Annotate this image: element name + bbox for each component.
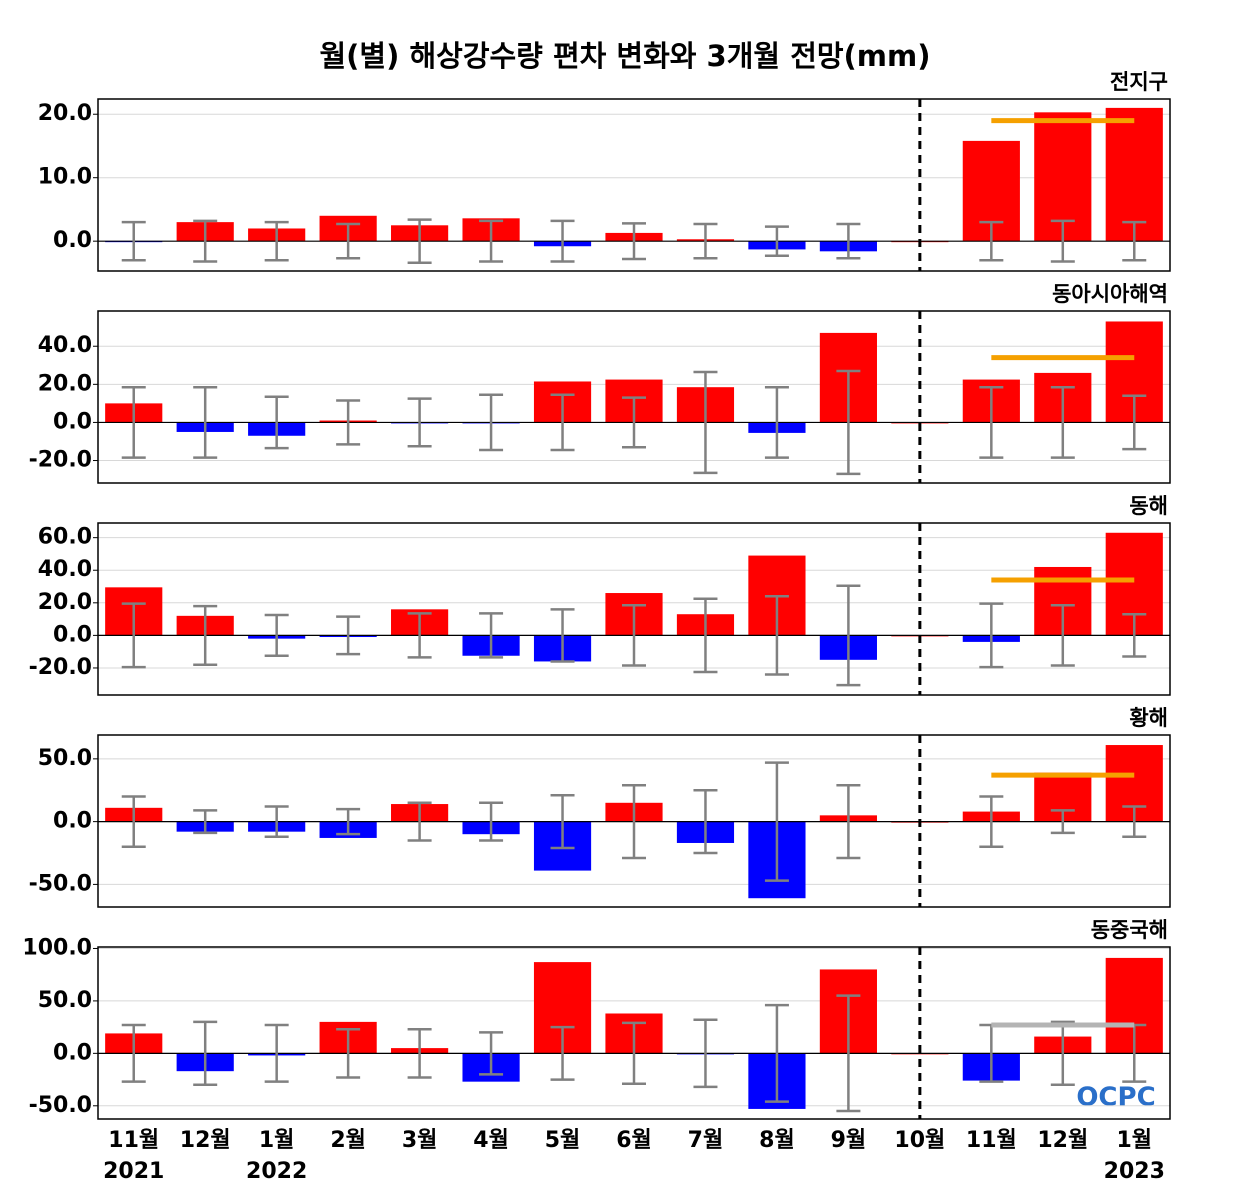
y-tick-label: 50.0 (38, 746, 92, 771)
panel-subtitle: 동중국해 (1091, 918, 1168, 942)
y-tick-label: -20.0 (29, 448, 92, 473)
x-tick-label: 8월 (759, 1128, 795, 1153)
plot-frame (97, 310, 1171, 484)
y-tick-label: 40.0 (38, 557, 92, 582)
y-tick-label: 20.0 (38, 371, 92, 396)
y-tick-label: 10.0 (38, 165, 92, 190)
plot-frame (97, 98, 1171, 272)
y-tick-label: 0.0 (53, 228, 92, 253)
y-tick-label: 20.0 (38, 101, 92, 126)
panel-subtitle: 전지구 (1110, 70, 1168, 94)
y-tick-label: -50.0 (29, 871, 92, 896)
y-tick-label: 60.0 (38, 525, 92, 550)
x-tick-label: 12월 (180, 1128, 231, 1153)
plot-frame (97, 946, 1171, 1120)
x-tick-label: 4월 (473, 1128, 509, 1153)
x-tick-label: 9월 (831, 1128, 867, 1153)
y-tick-label: 0.0 (53, 409, 92, 434)
y-tick-label: 0.0 (53, 1040, 92, 1065)
x-tick-label: 1월 (259, 1128, 295, 1153)
x-tick-label: 1월 (1116, 1128, 1152, 1153)
y-tick-label: 0.0 (53, 622, 92, 647)
y-tick-label: -50.0 (29, 1093, 92, 1118)
y-tick-label: -20.0 (29, 655, 92, 680)
y-tick-label: 40.0 (38, 333, 92, 358)
y-tick-label: 100.0 (22, 935, 92, 960)
x-tick-label: 2월 (330, 1128, 366, 1153)
plot-frame (97, 734, 1171, 908)
x-tick-label: 10월 (894, 1128, 945, 1153)
year-label: 2021 (103, 1159, 164, 1184)
panel-subtitle: 동해 (1129, 494, 1168, 518)
y-tick-label: 50.0 (38, 988, 92, 1013)
logo: OCPC (1076, 1083, 1155, 1113)
panel-subtitle: 동아시아해역 (1052, 282, 1168, 306)
y-tick-label: 0.0 (53, 809, 92, 834)
x-tick-label: 3월 (402, 1128, 438, 1153)
x-tick-label: 11월 (108, 1128, 159, 1153)
year-label: 2023 (1104, 1159, 1165, 1184)
x-tick-label: 7월 (688, 1128, 724, 1153)
x-tick-label: 6월 (616, 1128, 652, 1153)
y-tick-label: 20.0 (38, 590, 92, 615)
x-tick-label: 5월 (545, 1128, 581, 1153)
plot-frame (97, 522, 1171, 696)
x-tick-label: 12월 (1037, 1128, 1088, 1153)
chart-title: 월(별) 해상강수량 편차 변화와 3개월 전망(mm) (320, 39, 931, 73)
x-tick-label: 11월 (966, 1128, 1017, 1153)
bar (1105, 107, 1163, 242)
year-label: 2022 (246, 1159, 307, 1184)
panel-subtitle: 황해 (1129, 706, 1168, 730)
